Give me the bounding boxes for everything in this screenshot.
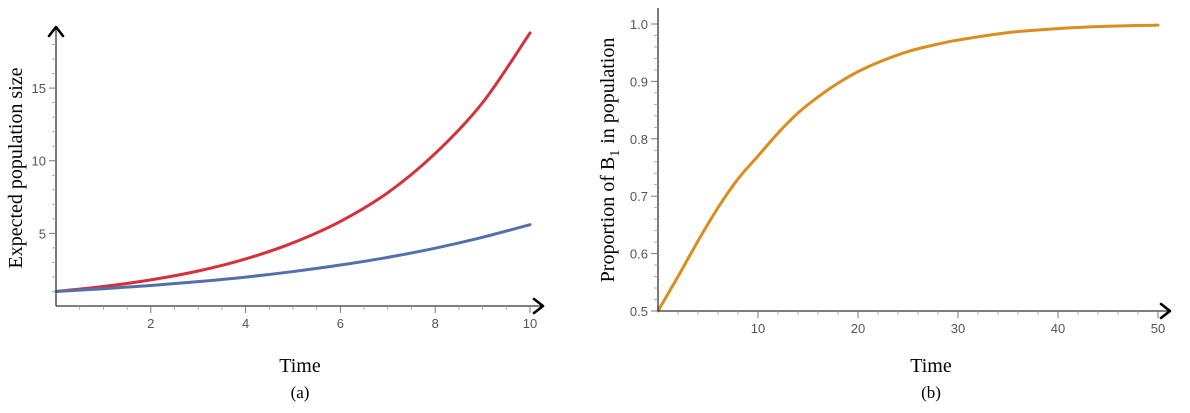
panel-a-x-tick-label: 8 (432, 316, 439, 331)
panel-b-y-tick-label: 0.5 (630, 304, 648, 319)
panel-b-y-tick-label: 0.8 (630, 132, 648, 147)
panel-a-label: (a) (291, 383, 310, 402)
panel-b-x-axis-arrow-icon (1159, 302, 1172, 320)
panel-a-series-line-1 (54, 31, 532, 293)
panel-b-y-tick-label: 0.7 (630, 189, 648, 204)
panel-b-x-tick-label: 30 (951, 321, 965, 336)
panel-a-y-axis-arrow-icon (47, 25, 65, 38)
panel-b-ylabel-main: Proportion of B (597, 157, 619, 283)
panel-a-chart: 2 4 6 8 10 5 10 15 Expected population size Tim… (5, 25, 545, 402)
panel-a-x-tick-label: 4 (242, 316, 249, 331)
panel-b-x-tick-label: 40 (1051, 321, 1065, 336)
panel-b-y-tick-label: 1.0 (630, 17, 648, 32)
panel-b-x-tick-label: 50 (1151, 321, 1165, 336)
panel-a-y-tick-label: 5 (39, 226, 46, 241)
panel-b-ylabel-subscript: 1 (608, 150, 623, 157)
panel-a-ylabel: Expected population size (5, 67, 27, 268)
panel-a-y-tick-label: 10 (32, 154, 46, 169)
panel-b-x-tick-label: 20 (851, 321, 865, 336)
panel-a-ticks: 2 4 6 8 10 5 10 15 (32, 44, 537, 331)
panel-b-axes (657, 8, 1172, 320)
panel-a-series-group (54, 31, 532, 293)
panel-a-x-tick-label: 6 (337, 316, 344, 331)
panel-b-ylabel-suffix: in population (597, 38, 619, 144)
panel-a-x-tick-label: 2 (147, 316, 154, 331)
panel-a-xlabel: Time (279, 355, 321, 377)
panel-a-x-axis-arrow-icon (532, 297, 545, 315)
panel-b-ylabel: Proportion of B1 in population (597, 38, 623, 283)
panel-b-x-tick-label: 10 (751, 321, 765, 336)
panel-a-y-tick-label: 15 (32, 81, 46, 96)
panel-b-y-tick-label: 0.9 (630, 74, 648, 89)
panel-b-y-tick-label: 0.6 (630, 247, 648, 262)
panel-b-chart: 10 20 30 40 50 0.5 0.6 0.7 0.8 0.9 1.0 Proportion … (597, 8, 1172, 402)
panel-b-label: (b) (921, 383, 941, 402)
panel-b-ticks: 10 20 30 40 50 0.5 0.6 0.7 0.8 0.9 1.0 (630, 17, 1165, 336)
panel-a-series-line-2 (54, 223, 532, 293)
panel-b-series-group (656, 23, 1160, 313)
panel-b-xlabel: Time (910, 355, 952, 377)
panel-a-x-tick-label: 10 (523, 316, 537, 331)
panel-b-series-line-1 (656, 23, 1160, 313)
